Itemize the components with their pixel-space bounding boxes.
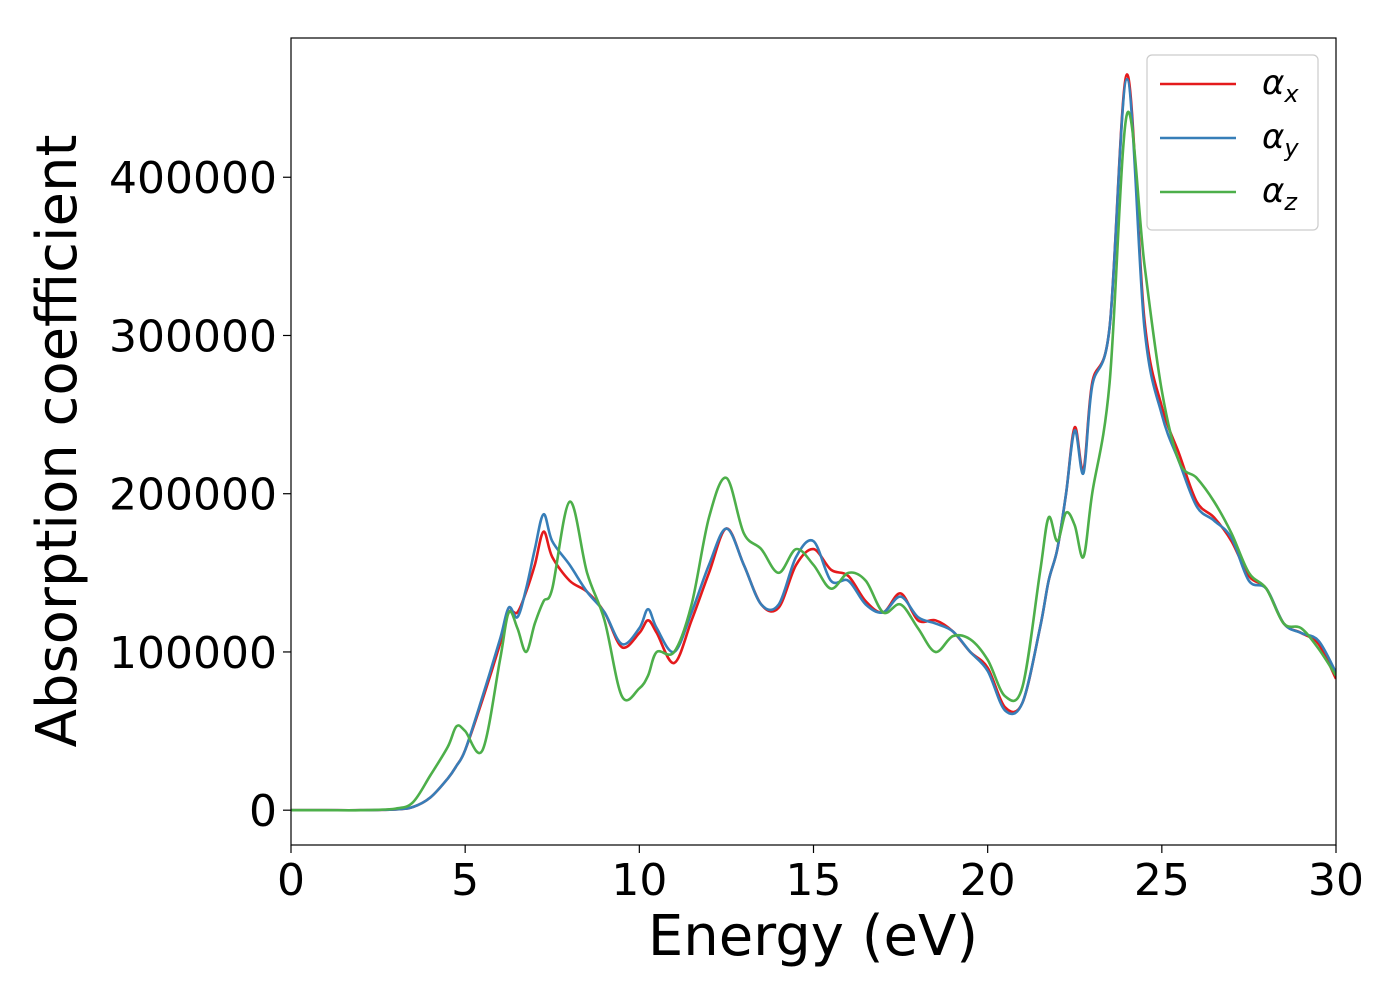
x-tick-label: 0 <box>277 855 305 906</box>
y-tick-label: 200000 <box>109 470 277 521</box>
legend-label: αy <box>1262 117 1299 162</box>
x-tick-label: 20 <box>960 855 1016 906</box>
x-axis-label: Energy (eV) <box>648 904 978 969</box>
series-line <box>291 77 1336 812</box>
series-line <box>291 110 1336 812</box>
y-tick-label: 300000 <box>109 311 277 362</box>
legend-label: αx <box>1262 63 1299 108</box>
x-tick-label: 15 <box>786 855 842 906</box>
y-tick-label: 100000 <box>109 628 277 679</box>
y-tick-label: 400000 <box>109 153 277 204</box>
x-tick-label: 5 <box>451 855 479 906</box>
x-tick-label: 30 <box>1308 855 1364 906</box>
y-tick-label: 0 <box>249 786 277 837</box>
legend-box <box>1146 54 1319 231</box>
legend-label: αz <box>1262 171 1298 216</box>
x-tick-label: 25 <box>1134 855 1190 906</box>
plot-frame <box>290 37 1337 846</box>
x-tick-label: 10 <box>611 855 667 906</box>
y-axis-label: Absorption coefficient <box>25 135 90 748</box>
